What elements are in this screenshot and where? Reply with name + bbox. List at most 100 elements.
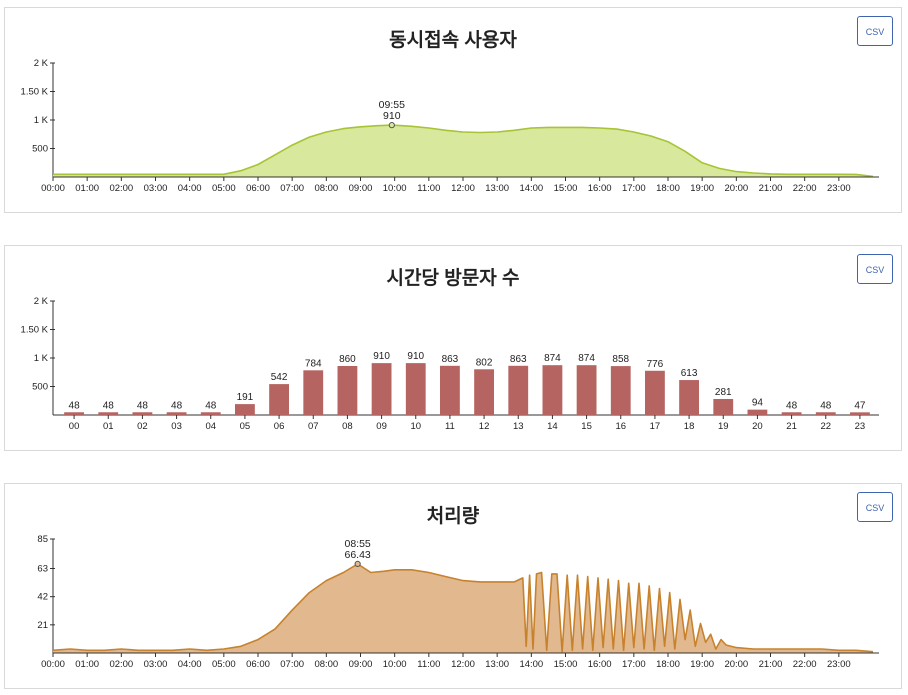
x-tick-label: 18 — [684, 421, 695, 432]
series-area-fill — [53, 563, 873, 653]
x-tick-label: 01:00 — [75, 659, 99, 670]
x-tick-label: 02 — [137, 421, 148, 432]
csv-button[interactable]: CSV — [857, 254, 893, 284]
series-area-fill — [53, 125, 873, 177]
y-tick-label: 2 K — [34, 58, 49, 69]
x-tick-label: 19:00 — [690, 659, 714, 670]
x-tick-label: 03:00 — [144, 659, 168, 670]
series-line — [52, 563, 874, 653]
x-tick-label: 06:00 — [246, 659, 270, 670]
bar-value-label: 48 — [820, 400, 832, 411]
chart-title: 시간당 방문자 수 — [386, 268, 520, 289]
x-tick-label: 09:00 — [349, 659, 373, 670]
concurrent-users-panel: 동시접속 사용자 CSV 500 1 K 1.50 K 2 K 00:00 01:00 02… — [4, 7, 902, 213]
bar-value-label: 48 — [205, 400, 217, 411]
bar — [440, 365, 460, 415]
bar-value-label: 776 — [647, 359, 664, 370]
x-tick-label: 05 — [240, 421, 251, 432]
bar — [850, 412, 870, 415]
y-tick-label: 1.50 K — [21, 325, 49, 336]
x-tick-label: 07 — [308, 421, 319, 432]
x-tick-label: 15:00 — [554, 183, 578, 194]
x-tick-label: 10:00 — [383, 183, 407, 194]
y-tick-label: 85 — [37, 534, 48, 545]
y-tick-label: 1 K — [34, 115, 49, 126]
x-tick-label: 14 — [547, 421, 558, 432]
x-tick-label: 06 — [274, 421, 285, 432]
x-tick-label: 13:00 — [485, 659, 509, 670]
x-tick-label: 00:00 — [41, 183, 65, 194]
x-tick-label: 04:00 — [178, 183, 202, 194]
x-tick-label: 10:00 — [383, 659, 407, 670]
x-tick-label: 18:00 — [656, 183, 680, 194]
x-tick-label: 21:00 — [759, 659, 783, 670]
bar — [235, 404, 255, 415]
bar — [371, 363, 392, 415]
bar — [576, 365, 597, 415]
x-tick-label: 16:00 — [588, 659, 612, 670]
bar — [474, 369, 494, 415]
bar-value-label: 874 — [544, 353, 561, 364]
x-tick-label: 14:00 — [519, 183, 543, 194]
x-tick-label: 15 — [581, 421, 592, 432]
x-tick-label: 13 — [513, 421, 524, 432]
x-tick-label: 05:00 — [212, 659, 236, 670]
bar — [166, 412, 187, 415]
bar-value-label: 48 — [69, 400, 81, 411]
x-tick-label: 02:00 — [109, 659, 133, 670]
chart-title: 처리량 — [426, 506, 480, 527]
peak-marker — [388, 122, 395, 129]
x-tick-label: 18:00 — [656, 659, 680, 670]
x-tick-label: 09 — [376, 421, 387, 432]
bar-value-label: 613 — [681, 368, 698, 379]
bar-value-label: 48 — [171, 400, 183, 411]
series-line — [53, 124, 874, 178]
x-tick-label: 11 — [445, 421, 455, 432]
x-tick-label: 16 — [615, 421, 626, 432]
bar-value-label: 94 — [752, 398, 764, 409]
x-tick-label: 12 — [479, 421, 490, 432]
bar-value-label: 802 — [476, 357, 493, 368]
y-tick-label: 500 — [32, 144, 48, 155]
hourly-visitors-panel: 시간당 방문자 수 CSV 500 1 K 1.50 K 2 K 48 00 48 01 48 0… — [4, 245, 902, 451]
x-tick-label: 10 — [410, 421, 421, 432]
x-tick-label: 08:00 — [314, 183, 338, 194]
x-tick-label: 23:00 — [827, 659, 851, 670]
x-tick-label: 23:00 — [827, 183, 851, 194]
x-tick-label: 07:00 — [280, 183, 304, 194]
y-tick-label: 63 — [37, 564, 48, 575]
csv-button[interactable]: CSV — [857, 492, 893, 522]
y-tick-label: 500 — [32, 382, 48, 393]
x-tick-label: 01 — [103, 421, 114, 432]
bar-value-label: 542 — [271, 372, 288, 383]
peak-time-label: 09:55 — [379, 99, 405, 111]
x-tick-label: 08:00 — [314, 659, 338, 670]
bar-value-label: 874 — [578, 353, 595, 364]
bar — [64, 412, 84, 415]
bar-value-label: 281 — [715, 387, 732, 398]
y-tick-label: 21 — [37, 620, 48, 631]
bar-value-label: 863 — [442, 354, 459, 365]
x-tick-label: 03:00 — [144, 183, 168, 194]
x-tick-label: 21:00 — [759, 183, 783, 194]
bar-value-label: 863 — [510, 354, 527, 365]
y-tick-label: 42 — [37, 592, 48, 603]
x-tick-label: 00:00 — [41, 659, 65, 670]
x-tick-label: 01:00 — [75, 183, 99, 194]
bar-value-label: 48 — [137, 400, 149, 411]
y-tick-label: 2 K — [34, 296, 49, 307]
peak-marker — [354, 560, 361, 568]
x-tick-label: 12:00 — [451, 183, 475, 194]
bar-value-label: 858 — [612, 354, 629, 365]
bar — [337, 365, 358, 415]
x-tick-label: 17:00 — [622, 659, 646, 670]
peak-value-label: 66.43 — [345, 549, 371, 561]
bar — [405, 363, 426, 415]
x-tick-label: 11:00 — [417, 659, 440, 670]
bar-value-label: 784 — [305, 358, 322, 369]
csv-button[interactable]: CSV — [857, 16, 893, 46]
concurrent-users-chart: 500 1 K 1.50 K 2 K 00:00 01:00 02:00 03:00 04:00… — [21, 58, 879, 194]
x-tick-label: 19 — [718, 421, 729, 432]
bar-value-label: 910 — [373, 351, 390, 362]
